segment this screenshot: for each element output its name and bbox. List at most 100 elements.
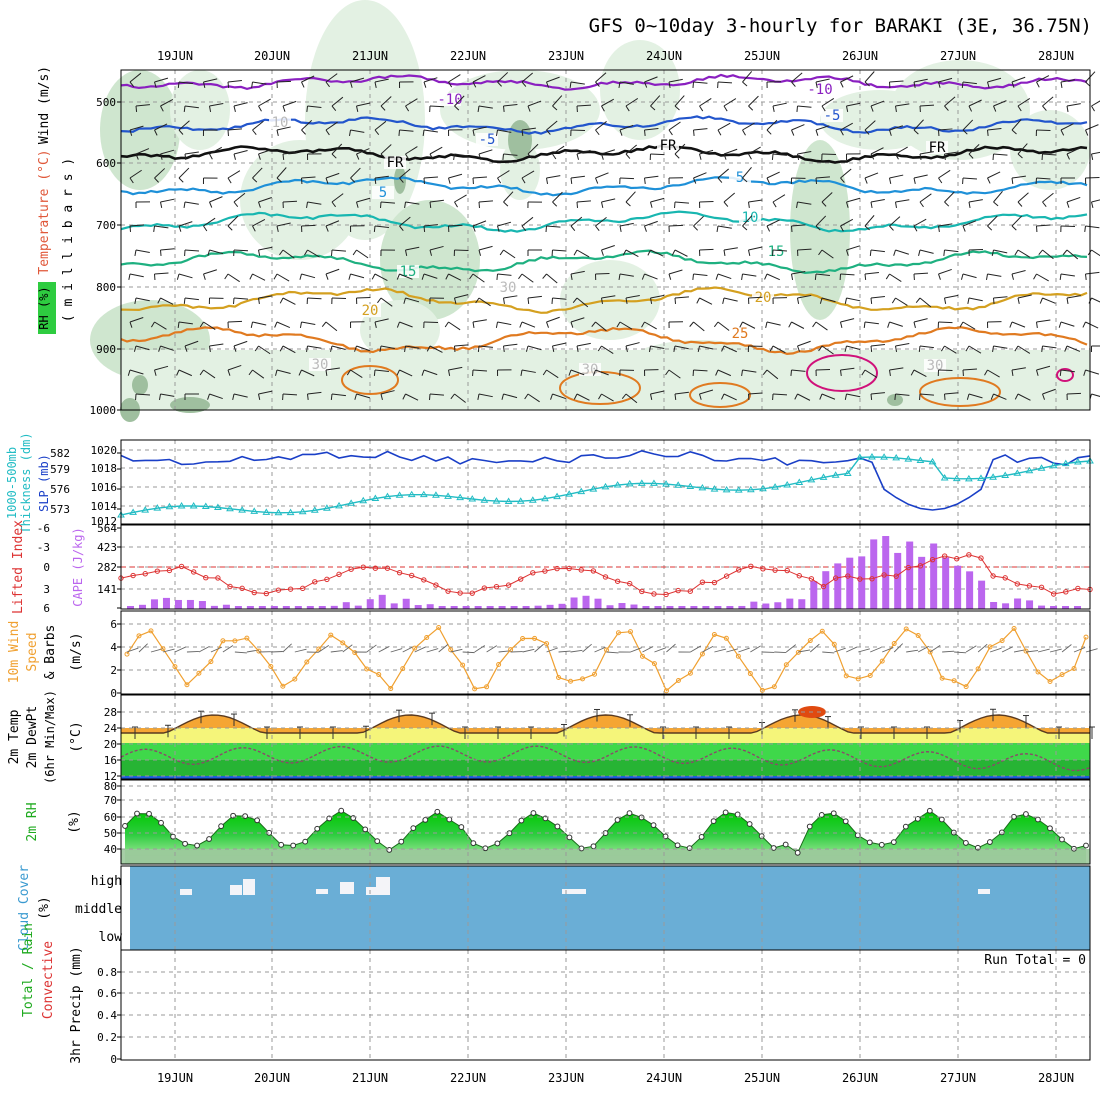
wind-barb-flag	[429, 249, 433, 256]
wind-barb	[318, 644, 330, 653]
lifted-index-marker	[178, 563, 185, 570]
wind-barb	[233, 192, 246, 203]
cape-bar	[678, 606, 686, 609]
wind-barb	[938, 169, 951, 179]
wind-barb-flag	[203, 81, 206, 88]
wind-speed-marker	[148, 628, 154, 634]
tick-label: 1000	[90, 404, 117, 417]
lifted-index-marker	[941, 553, 948, 559]
lifted-index-marker	[627, 580, 633, 587]
wind-barb	[429, 146, 443, 155]
wind-barb	[1017, 393, 1031, 401]
wind-barb	[301, 120, 313, 131]
wind-barb	[325, 367, 340, 371]
isotherm-30	[1056, 368, 1074, 382]
wind-barb	[1091, 249, 1100, 257]
wind-barb-flag	[542, 369, 547, 376]
thickness-marker	[940, 473, 949, 481]
wind-barb	[693, 215, 704, 227]
wind-barb	[987, 171, 1001, 179]
contour-label-bg	[384, 156, 406, 169]
wind-barb-flag	[1011, 369, 1014, 377]
tick-label: 12	[104, 770, 117, 783]
wind-barb	[356, 148, 370, 155]
wind-speed-marker	[1059, 672, 1065, 678]
thickness-marker	[528, 496, 537, 503]
wind-barb	[644, 127, 659, 131]
wind-barb	[282, 151, 297, 155]
contour-label: -5	[479, 132, 496, 148]
wind-barb	[1073, 647, 1086, 653]
wind-barb	[162, 648, 175, 653]
cape-bar	[127, 606, 134, 609]
wind-barb-flag	[570, 225, 576, 231]
wind-barb	[870, 296, 885, 299]
thickness-marker	[928, 457, 937, 465]
wind-speed-marker	[208, 659, 214, 665]
date-label-top: 22JUN	[450, 49, 486, 63]
wind-barb-flag	[716, 225, 719, 233]
tick-label: 423	[97, 541, 117, 554]
wind-speed-marker	[388, 686, 394, 692]
ylabel-temperature: Temperature (°C)	[37, 149, 52, 274]
cape-bar	[702, 606, 710, 609]
wind-barb-flag	[844, 345, 847, 352]
wind-barb	[644, 76, 658, 83]
wind-barb	[1091, 151, 1100, 155]
wind-barb	[405, 393, 419, 401]
isotherm-freezing	[120, 144, 1088, 164]
wind-barb-flag	[495, 129, 498, 136]
wind-barb	[642, 646, 654, 653]
wind-barb	[895, 249, 909, 255]
wind-barb	[717, 122, 731, 131]
wind-barb-flag	[354, 393, 357, 400]
tick-label: 28	[104, 706, 117, 719]
wind-barb-flag	[644, 177, 646, 185]
wind-barb-flag	[625, 105, 630, 112]
rh-marker	[302, 838, 309, 845]
wind-barb	[815, 78, 830, 83]
wind-speed-marker	[1083, 634, 1089, 640]
wind-barb	[944, 96, 956, 107]
wind-barb	[399, 168, 411, 179]
cape-bar	[270, 606, 278, 609]
wind-barb	[276, 80, 292, 83]
cape-bar	[258, 606, 266, 609]
rh-marker	[362, 826, 369, 833]
wind-barb	[178, 120, 190, 131]
contour-label-bg	[476, 133, 498, 146]
wind-barb-flag	[258, 153, 261, 160]
wind-barb	[797, 248, 812, 251]
wind-barb	[821, 98, 835, 107]
wind-barb	[944, 249, 959, 253]
wind-barb	[258, 149, 272, 155]
wind-barb-flag	[960, 273, 964, 280]
wind-barb-flag	[940, 345, 945, 352]
lifted-index-marker	[869, 576, 875, 582]
wind-barb-flag	[771, 153, 774, 161]
contour-label-bg	[579, 363, 601, 376]
wind-speed-marker	[184, 682, 190, 688]
cape-bar	[474, 606, 482, 609]
rh-shading-dark	[132, 375, 148, 395]
rh-marker	[122, 823, 128, 829]
thickness-marker	[541, 494, 549, 502]
wind-barb	[1011, 367, 1026, 371]
wind-barb-flag	[135, 105, 138, 113]
wind-barb-flag	[840, 225, 844, 232]
wind-barb	[282, 345, 296, 354]
wind-barb-flag	[913, 321, 916, 328]
wind-barb	[429, 393, 444, 396]
wind-barb-flag	[671, 249, 676, 256]
wind-barb-flag	[893, 249, 896, 256]
wind-barb	[154, 365, 169, 371]
wind-barb	[135, 393, 151, 396]
lifted-index-marker	[190, 569, 197, 575]
wind-barb	[674, 249, 688, 257]
wind-barb	[178, 167, 190, 179]
wind-barb-flag	[503, 345, 505, 353]
wind-barb	[184, 151, 199, 155]
rh-marker	[878, 841, 885, 848]
wind-speed-marker	[568, 678, 574, 684]
date-label-bottom: 25JUN	[744, 1071, 780, 1085]
